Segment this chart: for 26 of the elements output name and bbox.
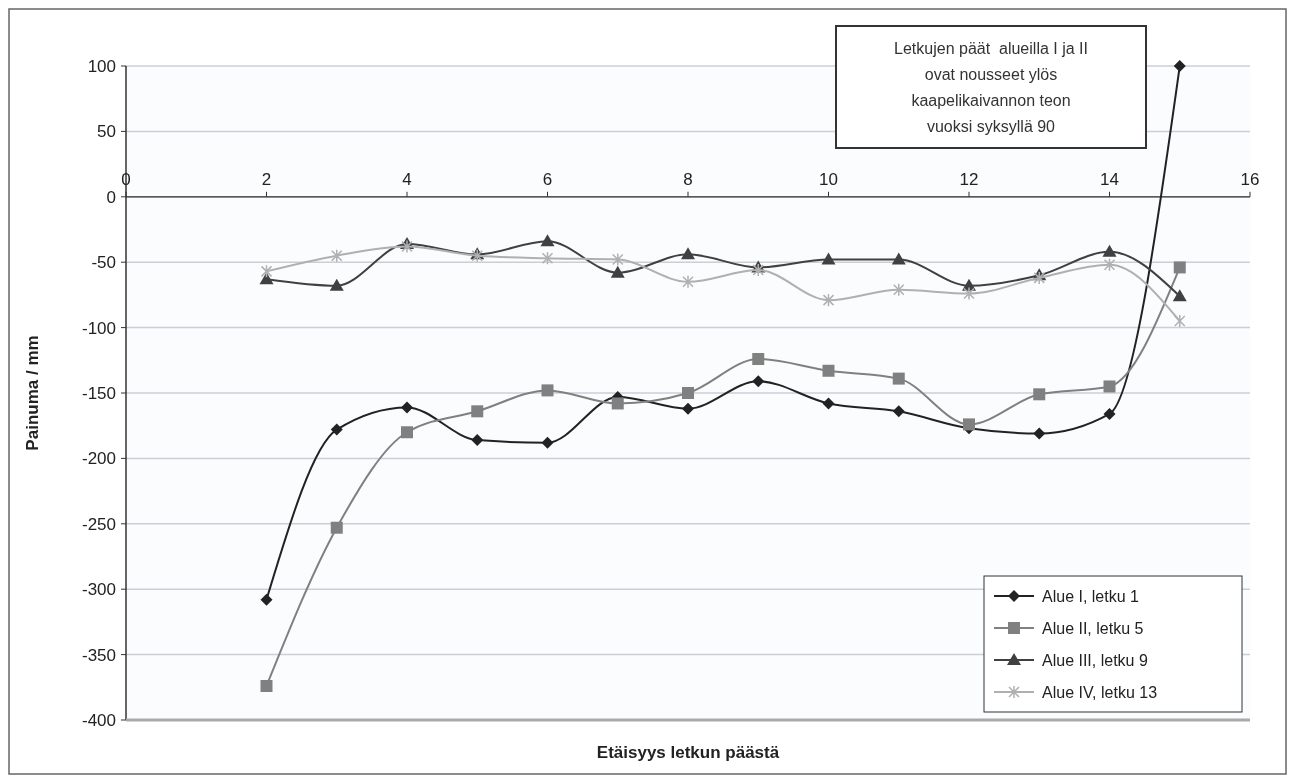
x-tick-label: 16	[1240, 169, 1260, 189]
y-tick-label: -400	[81, 710, 116, 730]
x-tick-label: 6	[542, 169, 553, 189]
y-tick-label: 0	[106, 187, 116, 207]
x-tick-label: 12	[959, 169, 979, 189]
legend-label: Alue II, letku 5	[1042, 619, 1144, 637]
y-tick-label: -350	[81, 645, 116, 665]
x-tick-label: 4	[402, 169, 412, 189]
x-tick-label: 10	[819, 169, 838, 189]
x-axis-title: Etäisyys letkun päästä	[596, 743, 780, 762]
y-tick-label: -50	[91, 253, 116, 273]
x-tick-label: 14	[1100, 169, 1119, 189]
legend-label: Alue I, letku 1	[1042, 587, 1140, 605]
x-tick-label: 2	[261, 169, 272, 189]
legend-label: Alue IV, letku 13	[1042, 683, 1158, 701]
y-tick-label: -150	[81, 383, 116, 403]
y-tick-label: 100	[87, 56, 116, 76]
legend-label: Alue III, letku 9	[1042, 651, 1148, 669]
y-tick-label: -200	[81, 449, 116, 469]
y-axis-title: Painuma / mm	[23, 335, 42, 451]
x-tick-label: 8	[683, 169, 693, 189]
y-tick-label: -100	[81, 318, 116, 338]
y-tick-label: -250	[81, 514, 116, 534]
y-tick-label: 50	[97, 122, 116, 142]
annotation: Letkujen päät alueilla I ja II ovat nousseet ylös kaapelikaivannon teon vuoksi syksyllä 90	[894, 40, 1088, 135]
y-tick-label: -300	[81, 580, 116, 600]
